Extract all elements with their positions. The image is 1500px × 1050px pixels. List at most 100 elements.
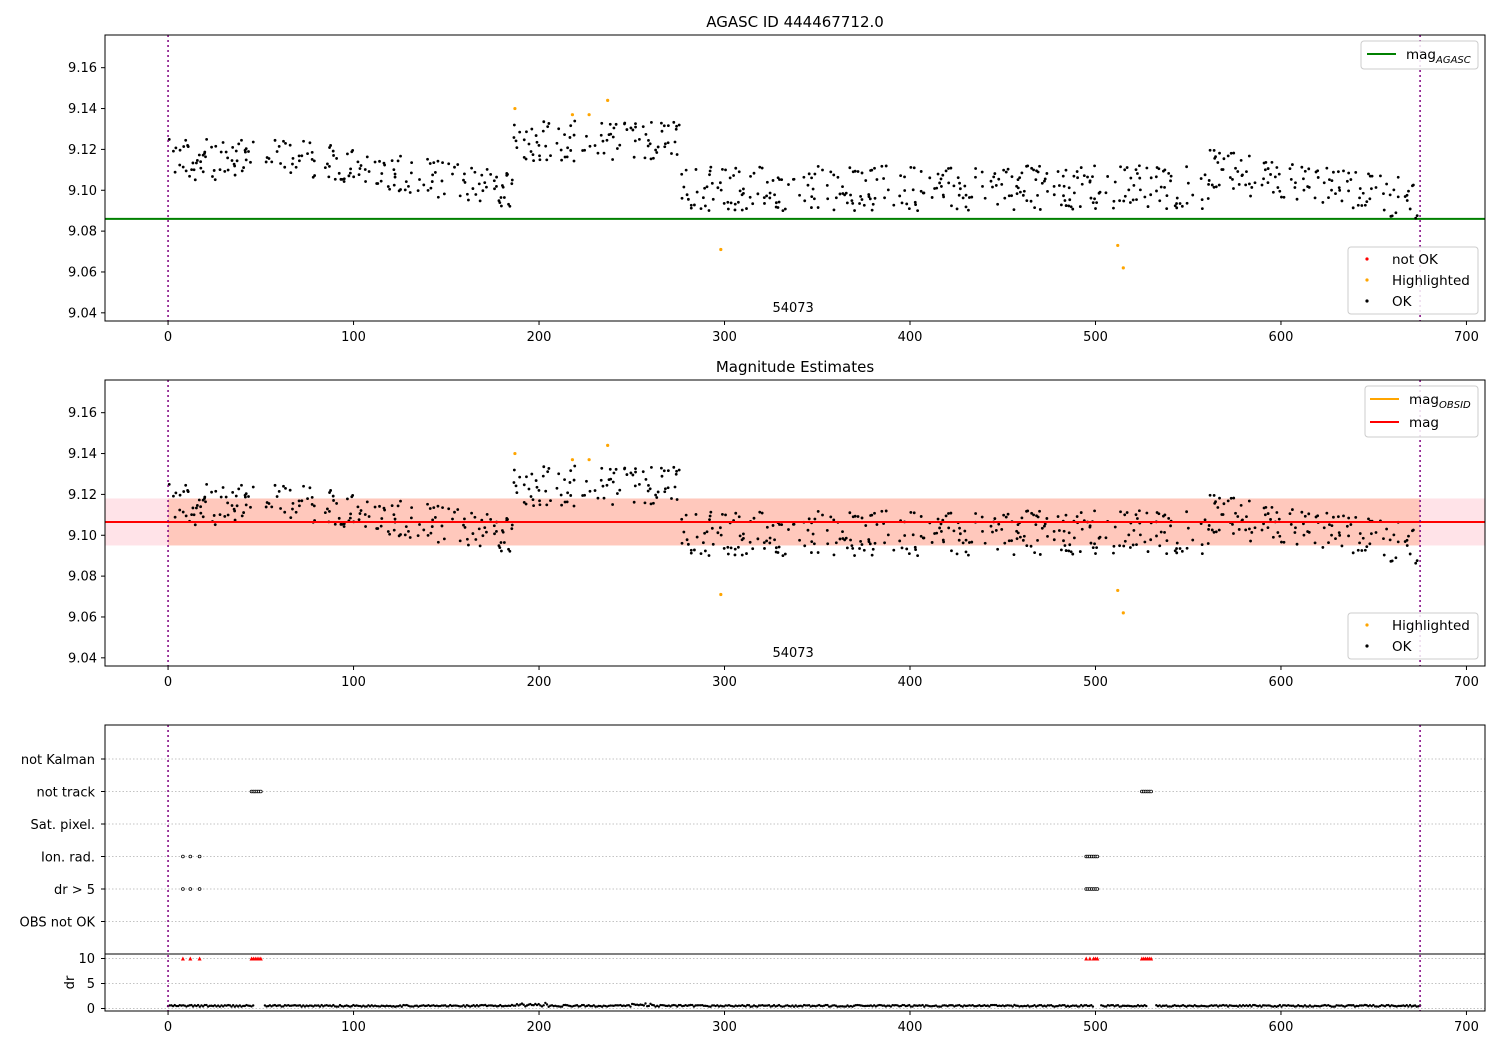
ok-point <box>1191 538 1195 542</box>
ok-point <box>655 151 659 154</box>
ok-point <box>832 518 836 522</box>
ok-point <box>868 542 872 546</box>
dr-point <box>1226 1005 1230 1008</box>
ok-point <box>898 539 902 543</box>
ok-point <box>1213 501 1217 505</box>
ok-point <box>649 157 653 161</box>
ok-point <box>612 126 616 130</box>
ok-point <box>694 513 698 516</box>
ok-point <box>880 509 884 513</box>
ok-point <box>244 495 247 499</box>
ok-point <box>565 500 569 504</box>
ok-point <box>832 553 836 557</box>
ok-point <box>991 185 994 189</box>
ok-point <box>235 504 239 508</box>
ok-point <box>470 166 473 170</box>
ok-point <box>392 513 396 516</box>
dr-point <box>190 1003 193 1007</box>
dr-point <box>1201 1004 1205 1008</box>
ok-point <box>1276 186 1280 189</box>
ok-point <box>1064 168 1068 172</box>
ok-point <box>532 504 536 508</box>
ok-point <box>1016 523 1020 527</box>
ok-point <box>660 474 664 478</box>
category-label: Ion. rad. <box>41 851 95 866</box>
flag-marker <box>188 854 193 859</box>
dr-point <box>697 1004 701 1007</box>
ok-point <box>555 141 559 145</box>
ok-point <box>181 165 185 169</box>
ok-point <box>428 507 432 510</box>
ok-point <box>337 171 341 175</box>
ok-point <box>813 172 817 176</box>
ok-point <box>1131 543 1135 547</box>
ok-point <box>1288 167 1292 171</box>
ok-point <box>1361 536 1365 540</box>
dr-point <box>191 1005 195 1008</box>
ok-point <box>677 468 681 472</box>
plot-area <box>105 380 1485 666</box>
dr-point <box>447 1005 450 1008</box>
dr-point <box>824 1003 827 1007</box>
ok-point <box>1360 204 1364 207</box>
ok-point <box>1382 537 1385 541</box>
ok-point <box>463 172 466 176</box>
ok-point <box>508 204 512 208</box>
ok-point <box>935 186 939 190</box>
ok-point <box>1206 542 1210 545</box>
ok-point <box>816 206 820 209</box>
ok-point <box>270 505 274 509</box>
legend-label: Highlighted <box>1392 618 1470 634</box>
ok-point <box>1015 537 1019 541</box>
ok-point <box>774 201 778 205</box>
ok-point <box>1277 517 1281 521</box>
ok-point <box>958 187 962 191</box>
ok-point <box>1208 493 1212 497</box>
ok-point <box>335 157 338 160</box>
ok-point <box>1119 165 1122 169</box>
dr-point <box>365 1005 368 1008</box>
dr-flag-marker <box>1084 956 1089 961</box>
category-label: not Kalman <box>21 753 95 768</box>
ok-point <box>244 147 248 151</box>
ok-point <box>310 502 314 506</box>
ok-point <box>224 495 228 499</box>
ok-point <box>1165 207 1169 211</box>
ok-point <box>756 537 760 541</box>
ok-point <box>641 125 645 129</box>
ok-point <box>1093 509 1096 513</box>
ok-point <box>949 511 953 515</box>
ok-point <box>512 468 516 472</box>
ok-point <box>733 553 737 557</box>
ok-point <box>1036 194 1039 197</box>
ok-point <box>958 526 961 530</box>
ok-point <box>777 545 781 549</box>
ok-point <box>1241 518 1244 522</box>
ok-point <box>211 175 214 178</box>
ok-point <box>1104 536 1108 540</box>
ok-point <box>1392 188 1396 192</box>
x-tick-label: 200 <box>527 675 552 690</box>
ok-point <box>214 489 218 493</box>
ok-point <box>1059 203 1063 207</box>
ok-point <box>961 541 965 545</box>
ok-point <box>1358 187 1362 190</box>
ok-point <box>644 132 648 136</box>
dr-point <box>1014 1004 1018 1007</box>
ok-point <box>359 509 363 512</box>
ok-point <box>1217 183 1221 187</box>
ok-point <box>933 532 936 535</box>
ok-point <box>1263 513 1267 517</box>
ok-point <box>403 533 407 537</box>
chart-title: Magnitude Estimates <box>716 358 874 376</box>
ok-point <box>722 546 726 550</box>
ok-point <box>810 551 813 554</box>
ok-point <box>342 522 346 526</box>
ok-point <box>634 470 637 474</box>
ok-point <box>436 159 440 163</box>
ok-point <box>1094 207 1097 210</box>
ok-point <box>674 127 678 131</box>
ok-point <box>1137 164 1141 168</box>
ok-point <box>633 484 637 488</box>
